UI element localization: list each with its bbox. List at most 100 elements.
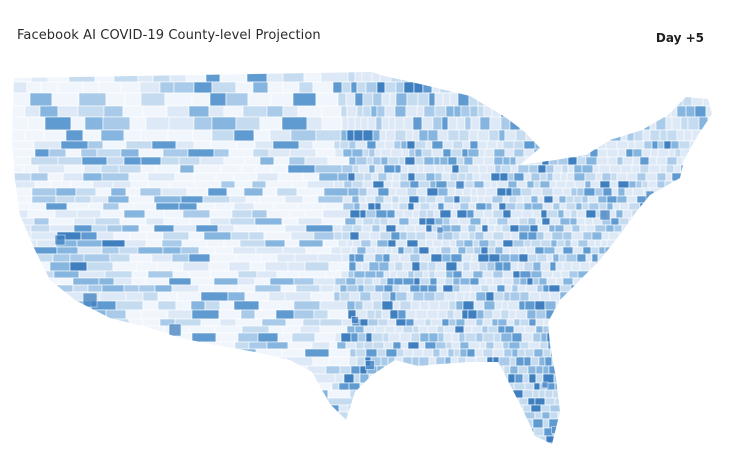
county-cell[interactable] (585, 291, 593, 302)
county-cell[interactable] (711, 442, 719, 451)
county-cell[interactable] (687, 164, 697, 174)
county-cell[interactable] (498, 129, 506, 142)
county-cell[interactable] (618, 451, 626, 459)
county-cell[interactable] (666, 224, 675, 233)
county-cell[interactable] (558, 195, 567, 204)
county-cell[interactable] (614, 253, 624, 263)
county-cell[interactable] (511, 348, 519, 358)
county-cell[interactable] (524, 325, 537, 334)
county-cell[interactable] (452, 277, 461, 286)
county-cell[interactable] (401, 148, 410, 158)
county-cell[interactable] (611, 418, 619, 429)
county-cell[interactable] (709, 140, 718, 150)
county-cell[interactable] (355, 156, 368, 166)
county-cell[interactable] (200, 318, 221, 327)
county-cell[interactable] (576, 291, 587, 302)
county-cell[interactable] (526, 309, 537, 320)
county-cell[interactable] (541, 187, 554, 197)
county-cell[interactable] (553, 164, 563, 174)
county-cell[interactable] (402, 356, 413, 367)
county-cell[interactable] (581, 195, 589, 204)
county-cell[interactable] (355, 404, 367, 413)
county-cell[interactable] (129, 253, 153, 263)
county-cell[interactable] (363, 277, 374, 286)
county-cell[interactable] (257, 224, 286, 233)
county-cell[interactable] (515, 202, 525, 211)
county-cell[interactable] (429, 180, 437, 189)
county-cell[interactable] (196, 202, 216, 211)
county-cell[interactable] (532, 209, 542, 219)
county-cell[interactable] (285, 382, 314, 391)
county-cell[interactable] (86, 261, 114, 272)
county-cell[interactable] (695, 318, 703, 327)
county-cell[interactable] (517, 284, 527, 293)
county-cell[interactable] (305, 246, 332, 255)
county-cell[interactable] (414, 427, 422, 437)
county-cell[interactable] (199, 418, 218, 429)
county-cell[interactable] (609, 451, 618, 459)
county-cell[interactable] (706, 284, 718, 293)
county-cell[interactable] (87, 284, 103, 293)
county-cell[interactable] (684, 224, 694, 233)
county-cell[interactable] (243, 389, 269, 399)
county-cell[interactable] (713, 106, 723, 117)
county-cell[interactable] (88, 202, 104, 211)
county-cell[interactable] (618, 217, 630, 226)
county-cell[interactable] (684, 332, 696, 343)
county-cell[interactable] (648, 164, 661, 174)
county-cell[interactable] (456, 156, 465, 166)
county-cell[interactable] (533, 348, 544, 358)
county-cell[interactable] (437, 202, 445, 211)
county-cell[interactable] (24, 105, 41, 118)
county-cell[interactable] (646, 209, 656, 219)
county-cell[interactable] (456, 261, 464, 272)
county-cell[interactable] (652, 373, 661, 384)
county-cell[interactable] (235, 116, 261, 131)
county-cell[interactable] (60, 451, 81, 459)
county-cell[interactable] (518, 397, 529, 406)
county-cell[interactable] (65, 129, 84, 142)
county-cell[interactable] (586, 70, 596, 83)
county-cell[interactable] (145, 217, 165, 226)
county-cell[interactable] (489, 92, 498, 107)
county-cell[interactable] (437, 332, 445, 343)
county-cell[interactable] (268, 325, 284, 334)
county-cell[interactable] (549, 105, 557, 118)
county-cell[interactable] (674, 253, 682, 263)
county-cell[interactable] (508, 341, 521, 350)
county-cell[interactable] (119, 217, 147, 226)
county-cell[interactable] (523, 172, 532, 182)
county-cell[interactable] (688, 180, 701, 189)
county-cell[interactable] (583, 411, 593, 420)
county-cell[interactable] (608, 356, 617, 367)
county-cell[interactable] (209, 217, 231, 226)
county-cell[interactable] (637, 397, 649, 406)
county-cell[interactable] (707, 365, 718, 375)
county-cell[interactable] (383, 270, 391, 279)
county-cell[interactable] (372, 341, 385, 350)
county-cell[interactable] (69, 253, 85, 263)
county-cell[interactable] (49, 261, 71, 272)
county-cell[interactable] (530, 270, 543, 279)
county-cell[interactable] (667, 427, 677, 437)
county-cell[interactable] (536, 253, 548, 263)
county-cell[interactable] (269, 277, 295, 286)
county-cell[interactable] (476, 418, 484, 429)
county-cell[interactable] (637, 217, 645, 226)
county-cell[interactable] (584, 451, 590, 459)
county-cell[interactable] (473, 389, 486, 399)
county-cell[interactable] (505, 389, 514, 399)
county-cell[interactable] (613, 92, 622, 107)
county-cell[interactable] (263, 451, 279, 459)
county-cell[interactable] (587, 239, 596, 248)
county-cell[interactable] (352, 224, 363, 233)
county-cell[interactable] (264, 261, 289, 272)
county-cell[interactable] (596, 156, 609, 166)
county-cell[interactable] (492, 277, 504, 286)
county-cell[interactable] (576, 116, 584, 131)
county-hotspot[interactable] (645, 190, 655, 200)
county-cell[interactable] (636, 291, 647, 302)
county-cell[interactable] (646, 202, 659, 211)
county-cell[interactable] (571, 382, 584, 391)
county-cell[interactable] (108, 389, 125, 399)
